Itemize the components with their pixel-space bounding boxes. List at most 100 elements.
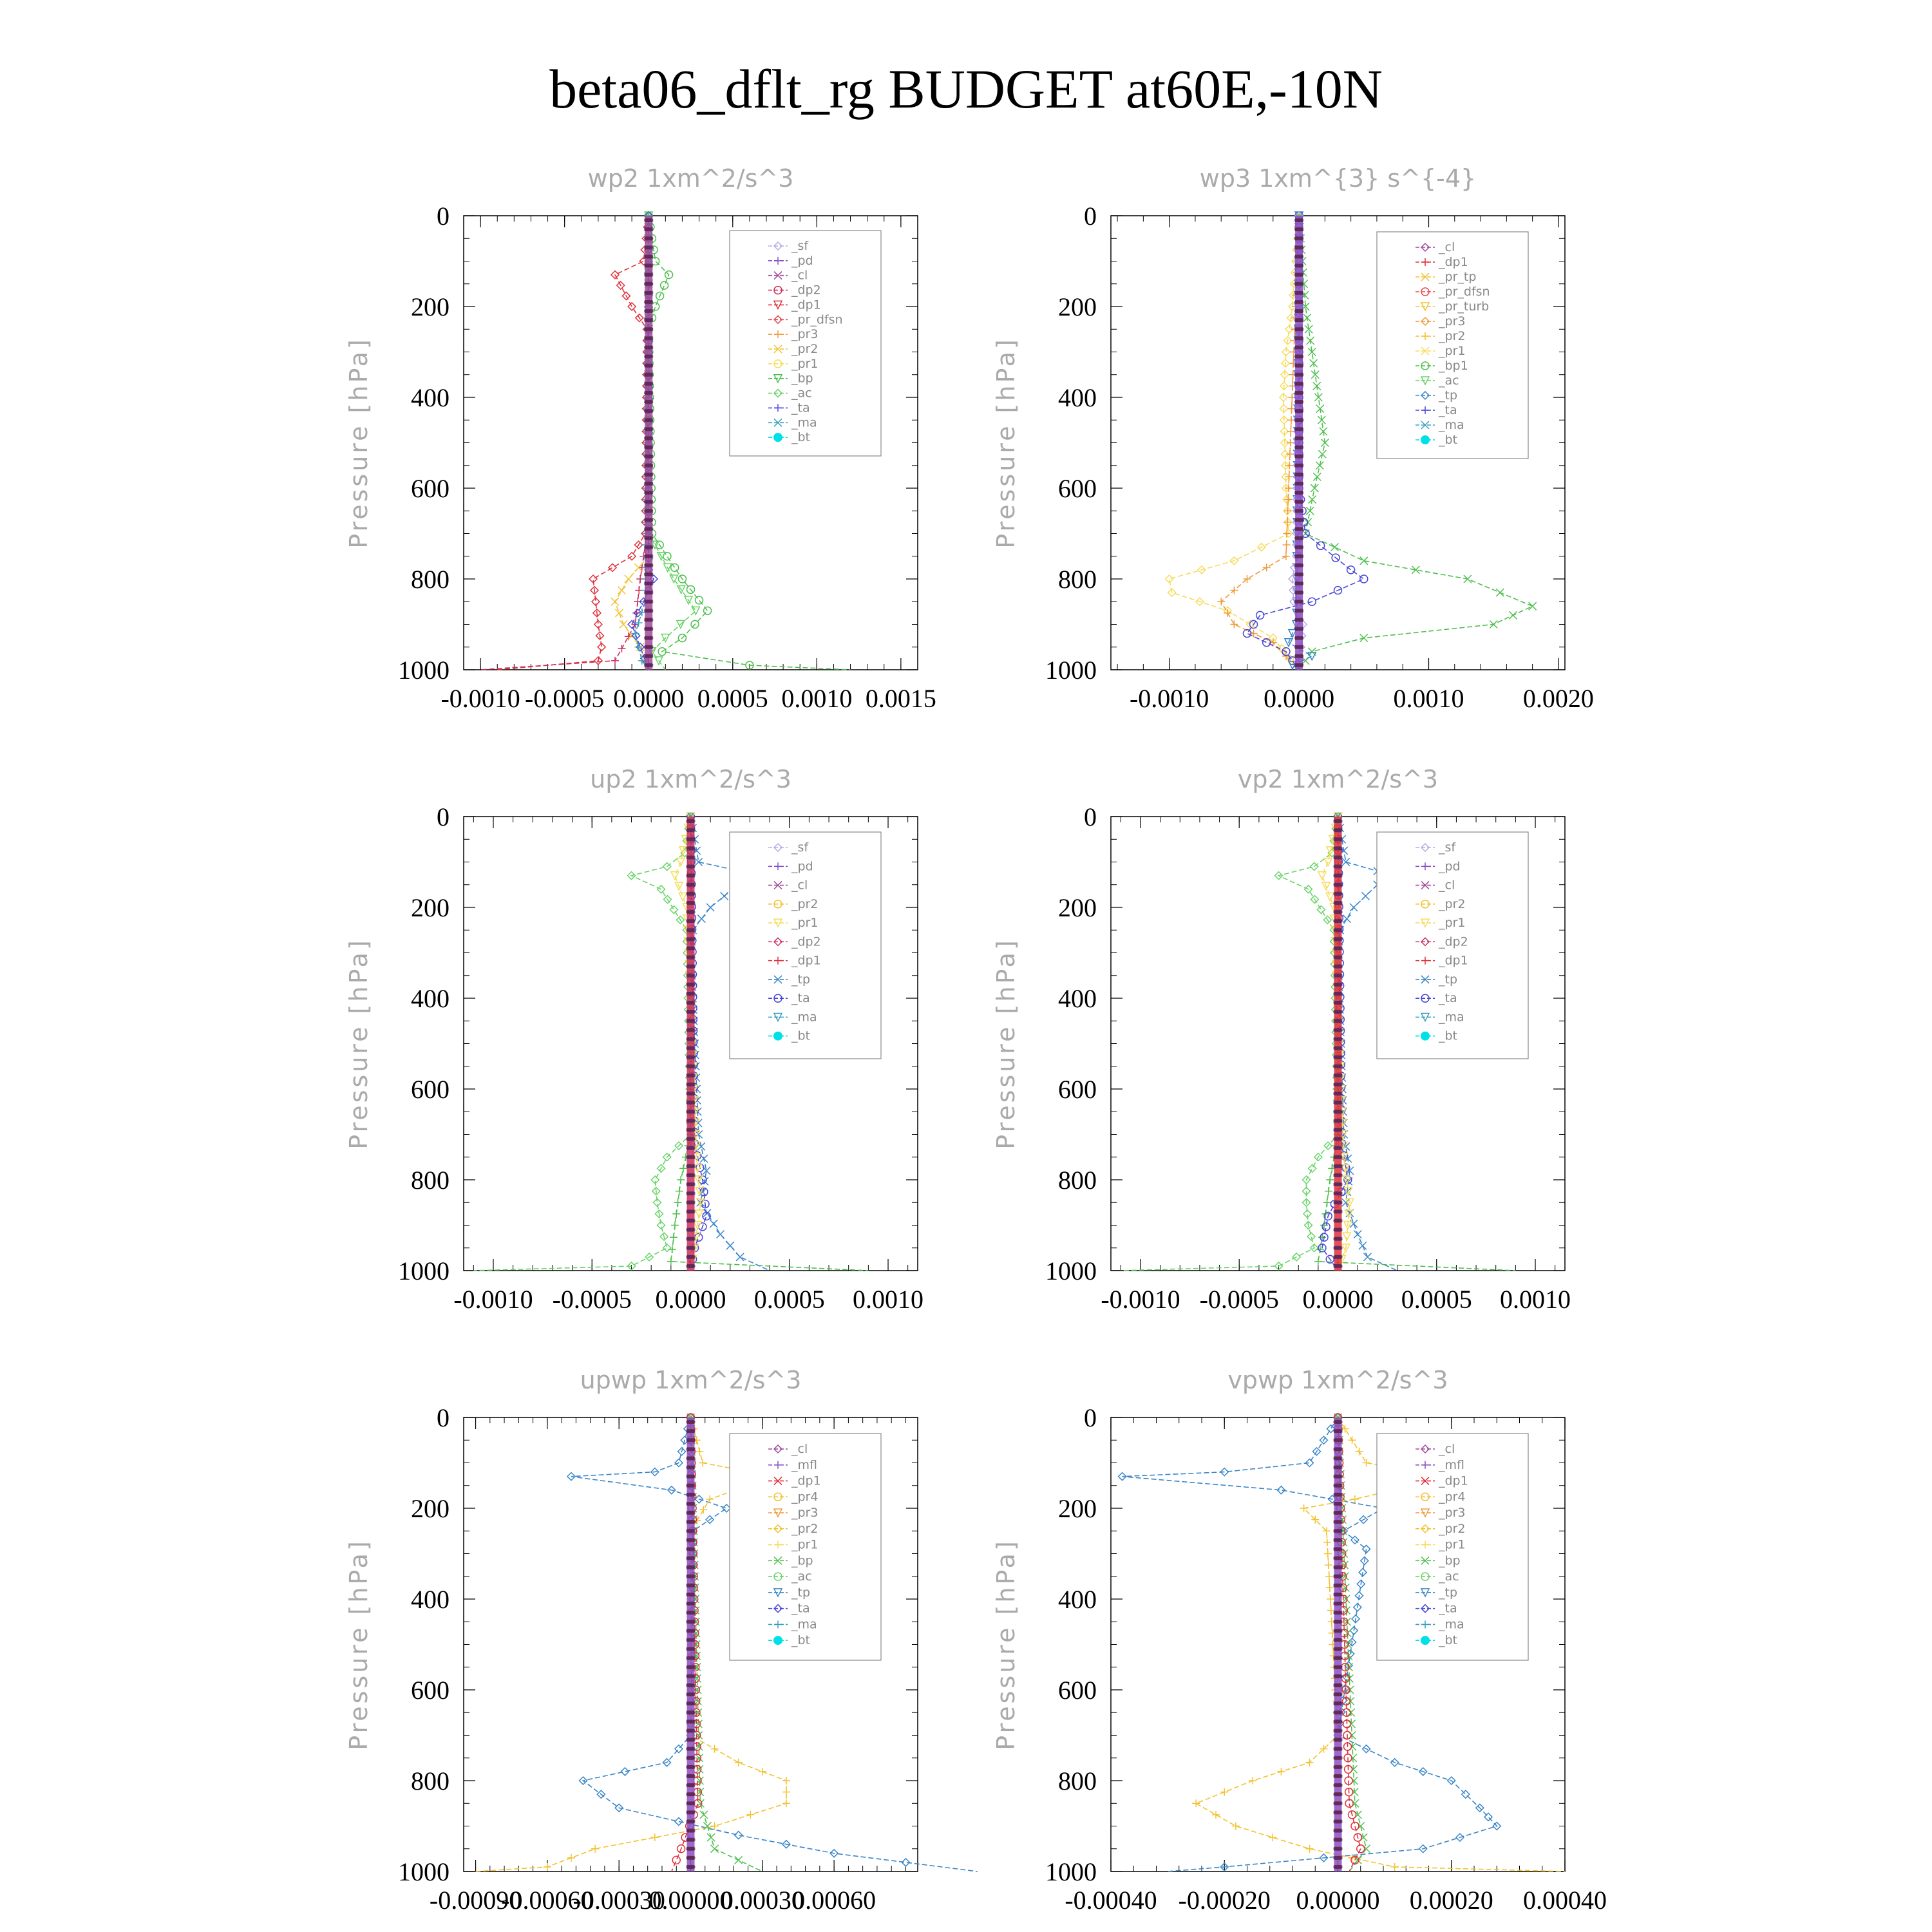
series-marker xyxy=(1342,914,1351,923)
series-marker xyxy=(633,608,643,618)
series-marker xyxy=(686,585,696,594)
y-tick-label: 400 xyxy=(1058,383,1097,412)
series-marker xyxy=(1309,862,1319,871)
legend-label: _mfl xyxy=(791,1458,817,1472)
legend-marker xyxy=(773,1508,783,1518)
series-marker xyxy=(1362,1459,1370,1467)
zero-line-marker xyxy=(644,645,654,649)
legend-marker xyxy=(1421,1031,1430,1041)
series-marker xyxy=(1323,1141,1333,1151)
zero-line-marker xyxy=(686,892,696,895)
zero-line-marker xyxy=(686,1155,696,1159)
zero-line-marker xyxy=(1333,1656,1343,1660)
series-marker xyxy=(1347,1637,1357,1647)
zero-line-marker xyxy=(686,1466,696,1469)
zero-line-marker xyxy=(1333,1602,1343,1605)
series-marker xyxy=(670,563,679,573)
legend-marker xyxy=(1421,956,1429,965)
y-tick-label: 800 xyxy=(411,1766,450,1795)
y-tick-label: 1000 xyxy=(1045,656,1097,685)
zero-line-marker xyxy=(686,1566,696,1569)
zero-line-marker xyxy=(1333,1110,1343,1113)
panel-title: vpwp 1xm^2/s^3 xyxy=(1227,1366,1448,1394)
series-marker xyxy=(1309,359,1318,368)
series-line xyxy=(473,816,692,1271)
series-marker xyxy=(674,1141,684,1151)
series-marker xyxy=(1285,473,1293,481)
series-marker xyxy=(1342,1719,1352,1728)
zero-line-marker xyxy=(1333,1548,1343,1551)
zero-line-marker xyxy=(1333,1201,1343,1204)
zero-line-marker xyxy=(644,464,654,467)
zero-line-marker xyxy=(644,364,654,367)
y-axis-label: Pressure [hPa] xyxy=(345,1539,373,1750)
zero-line-marker xyxy=(1333,1484,1343,1487)
zero-line-marker xyxy=(644,527,654,531)
series-marker xyxy=(1321,1222,1331,1231)
y-axis-label: Pressure [hPa] xyxy=(992,337,1020,549)
legend-marker xyxy=(774,862,782,871)
zero-line-marker xyxy=(686,1457,696,1460)
legend-label: _pr1 xyxy=(1438,916,1465,930)
legend-marker xyxy=(773,1524,783,1533)
zero-line-marker xyxy=(1333,892,1343,895)
zero-line-marker xyxy=(686,1674,696,1678)
series-marker xyxy=(1343,1186,1353,1197)
zero-line-marker xyxy=(1333,1164,1343,1168)
series-marker xyxy=(1353,1833,1363,1842)
zero-line-marker xyxy=(686,1774,696,1777)
x-tick-label: 0.00040 xyxy=(1523,1886,1607,1915)
legend-marker xyxy=(773,1604,783,1613)
zero-line-marker xyxy=(1333,1466,1343,1469)
zero-line-marker xyxy=(1333,1010,1343,1014)
series-marker xyxy=(1300,1504,1308,1512)
series-marker xyxy=(650,1467,659,1477)
zero-line-marker xyxy=(686,1602,696,1605)
zero-line-marker xyxy=(1333,1593,1343,1596)
legend-label: _cl xyxy=(1438,240,1455,254)
zero-line-marker xyxy=(1333,1811,1343,1814)
legend-marker xyxy=(1420,918,1430,928)
legend-label: _pr_dfsn xyxy=(791,312,843,327)
legend-marker xyxy=(1421,1572,1430,1581)
series-marker xyxy=(702,1211,711,1221)
series-marker xyxy=(670,871,680,881)
y-tick-label: 200 xyxy=(411,292,450,321)
series-marker xyxy=(1390,1757,1399,1767)
legend-label: _ac xyxy=(1438,374,1459,388)
legend-label: _pr1 xyxy=(1438,344,1465,358)
series-line xyxy=(1337,1417,1361,1872)
series-marker xyxy=(1283,529,1291,538)
series-line xyxy=(1122,1417,1498,1872)
zero-line-marker xyxy=(1333,1584,1343,1587)
series-marker xyxy=(690,620,699,629)
zero-line-marker xyxy=(1333,1774,1343,1777)
series-marker xyxy=(1278,392,1288,402)
zero-line-marker xyxy=(1333,1119,1343,1122)
x-tick-label: -0.0010 xyxy=(440,684,520,713)
zero-line-marker xyxy=(644,355,654,358)
series-marker xyxy=(699,1810,708,1819)
zero-line-marker xyxy=(644,446,654,449)
series-marker xyxy=(1280,359,1290,368)
zero-line-marker xyxy=(1294,273,1304,276)
zero-line-marker xyxy=(1294,246,1304,249)
zero-line-marker xyxy=(1294,645,1304,649)
legend-label: _bp xyxy=(791,372,813,386)
y-tick-label: 800 xyxy=(1058,565,1097,594)
series-marker xyxy=(1356,1844,1365,1853)
zero-line-marker xyxy=(1333,1246,1343,1249)
zero-line-marker xyxy=(686,1811,696,1814)
series-marker xyxy=(677,633,687,643)
y-axis-label: Pressure [hPa] xyxy=(345,337,373,549)
series-marker xyxy=(1307,347,1316,357)
zero-line-marker xyxy=(686,938,696,941)
zero-line-marker xyxy=(686,1629,696,1633)
series-marker xyxy=(1305,1844,1314,1853)
series-marker xyxy=(1307,1232,1316,1242)
zero-line-marker xyxy=(686,1829,696,1832)
series-marker xyxy=(656,1220,666,1230)
legend-marker xyxy=(773,315,783,325)
panel-5: upwp 1xm^2/s^3 Pressure [hPa] 0 200 400 600 80… xyxy=(345,1366,978,1915)
zero-line-marker xyxy=(1294,573,1304,576)
